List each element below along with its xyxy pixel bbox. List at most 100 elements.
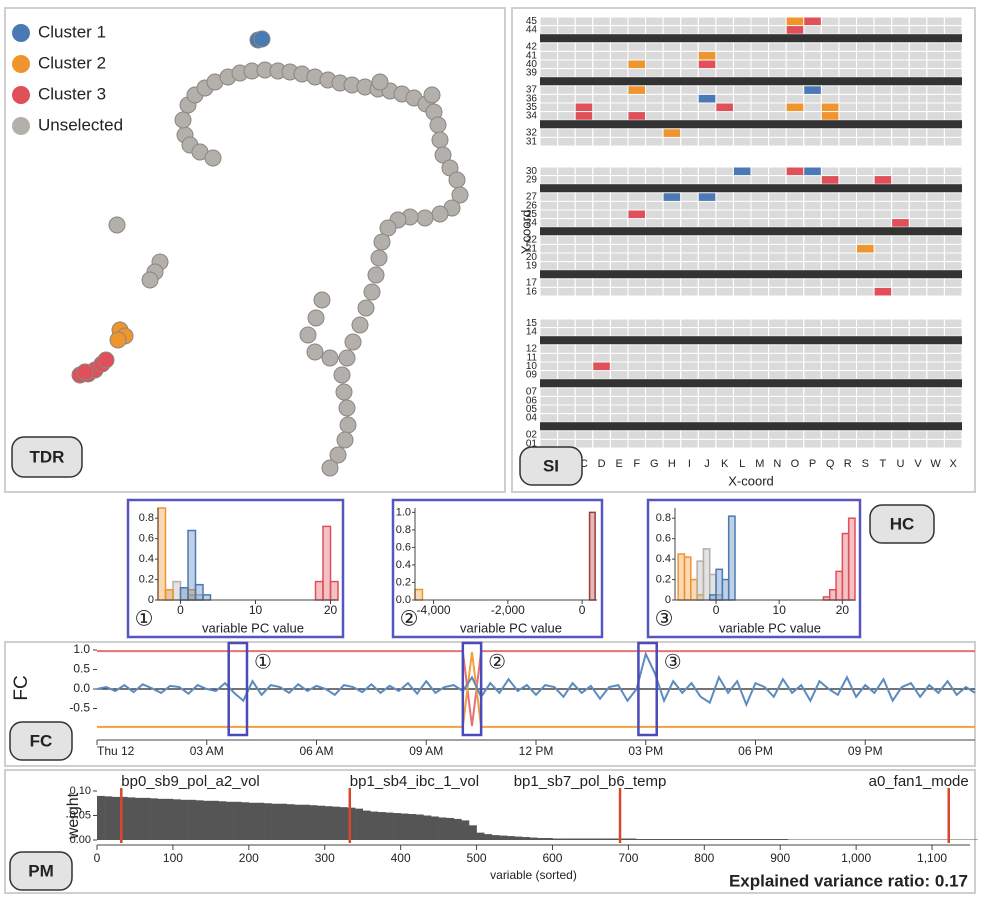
grid-cell xyxy=(943,438,963,449)
y-tick-label: 41 xyxy=(526,50,538,61)
x-tick-label: 900 xyxy=(770,851,790,865)
bar xyxy=(226,801,234,840)
x-axis-title: variable (sorted) xyxy=(490,868,577,882)
histogram-bar xyxy=(314,580,324,601)
x-tick-label: 400 xyxy=(391,851,411,865)
y-tick-label: 19 xyxy=(526,261,538,272)
dark-row xyxy=(540,336,962,345)
panel-label[interactable]: SI xyxy=(543,456,559,475)
histogram-bar xyxy=(172,580,182,601)
scatter-point xyxy=(373,233,391,251)
histogram-bar xyxy=(696,560,705,601)
panel-label[interactable]: TDR xyxy=(30,447,65,466)
histogram-label: ② xyxy=(400,608,419,631)
scatter-point xyxy=(329,446,347,464)
histogram-bar xyxy=(683,556,692,601)
panel-label[interactable]: FC xyxy=(30,731,53,750)
bar xyxy=(97,795,105,840)
x-tick-label: Thu 12 xyxy=(97,744,135,758)
y-axis-title: Y-coord xyxy=(518,210,533,254)
y-tick-label: 42 xyxy=(526,42,538,53)
bar xyxy=(104,796,113,840)
histogram-bar xyxy=(194,583,204,601)
legend-label: Cluster 2 xyxy=(38,53,106,72)
bar xyxy=(165,798,174,840)
scatter-point xyxy=(338,349,356,367)
highlight-box xyxy=(637,641,658,737)
x-tick-label: G xyxy=(650,458,659,470)
bar xyxy=(127,797,136,840)
y-tick-label: 21 xyxy=(526,243,538,254)
variance-note: Explained variance ratio: 0.17 xyxy=(729,871,968,890)
si-button[interactable]: SI xyxy=(519,446,583,486)
scatter-point xyxy=(336,431,354,449)
x-tick-label: I xyxy=(688,458,691,470)
cluster-cell xyxy=(698,60,716,69)
bar xyxy=(301,804,310,840)
y-tick-label: 0.0 xyxy=(73,681,90,695)
y-tick-label: 0.0 xyxy=(396,594,411,606)
cluster-cell xyxy=(804,17,821,26)
histogram-bar xyxy=(715,568,724,601)
series-line xyxy=(96,650,976,708)
marker-label: bp0_sb9_pol_a2_vol xyxy=(121,773,259,790)
bar xyxy=(673,839,682,840)
y-tick-label: 37 xyxy=(526,85,538,96)
histogram-bar xyxy=(702,548,711,601)
y-tick-label: 16 xyxy=(526,286,538,297)
x-tick-label: 200 xyxy=(239,851,259,865)
bar xyxy=(582,838,591,840)
dark-row xyxy=(540,34,962,43)
dark-row xyxy=(540,270,962,279)
tdr-button[interactable]: TDR xyxy=(11,436,83,478)
bar xyxy=(180,799,189,840)
histogram-bar xyxy=(157,507,167,601)
bar xyxy=(575,838,584,840)
cluster-cell xyxy=(874,176,892,184)
x-tick-label: 300 xyxy=(315,851,335,865)
histogram-bar xyxy=(727,515,736,601)
scatter-point xyxy=(344,333,362,351)
x-tick-label: W xyxy=(930,458,941,470)
bar xyxy=(613,838,622,840)
si-panel xyxy=(511,7,976,493)
bar xyxy=(696,839,705,840)
y-tick-label: 0.6 xyxy=(396,541,411,553)
marker-label: bp1_sb4_ibc_1_vol xyxy=(350,773,479,790)
bar xyxy=(408,814,417,840)
panel-label[interactable]: PM xyxy=(28,861,54,880)
y-tick-label: 09 xyxy=(526,370,538,381)
x-tick-label: -2,000 xyxy=(491,603,525,617)
histogram-bar xyxy=(187,529,197,601)
bar xyxy=(711,839,720,840)
bar xyxy=(491,835,500,840)
pm-button[interactable]: PM xyxy=(9,851,73,891)
fc-button[interactable]: FC xyxy=(9,721,73,761)
bar xyxy=(355,808,363,840)
histogram-bar xyxy=(841,532,850,601)
bar xyxy=(468,825,477,840)
x-tick-label: K xyxy=(721,458,729,470)
histogram-bar xyxy=(721,578,730,601)
panel-label[interactable]: HC xyxy=(890,514,915,533)
x-tick-label: 12 PM xyxy=(519,744,554,758)
y-tick-label: 30 xyxy=(526,166,538,177)
y-tick-label: 1.0 xyxy=(73,642,90,656)
cluster-cell xyxy=(874,287,892,296)
x-tick-label: 0 xyxy=(713,603,720,617)
bar xyxy=(689,839,698,840)
y-tick-label: 10 xyxy=(526,361,538,372)
y-tick-label: -0.5 xyxy=(69,701,90,715)
bar xyxy=(635,839,644,840)
histogram-bar xyxy=(847,517,856,601)
scatter-point xyxy=(370,249,388,267)
y-tick-label: 0.2 xyxy=(139,573,154,585)
hc-button[interactable]: HC xyxy=(869,504,935,544)
x-tick-label: O xyxy=(791,458,800,470)
x-tick-label: 0 xyxy=(177,603,184,617)
legend-label: Cluster 1 xyxy=(38,22,106,41)
y-tick-label: 01 xyxy=(526,438,538,449)
scatter-point xyxy=(109,331,127,349)
bar xyxy=(719,839,728,840)
